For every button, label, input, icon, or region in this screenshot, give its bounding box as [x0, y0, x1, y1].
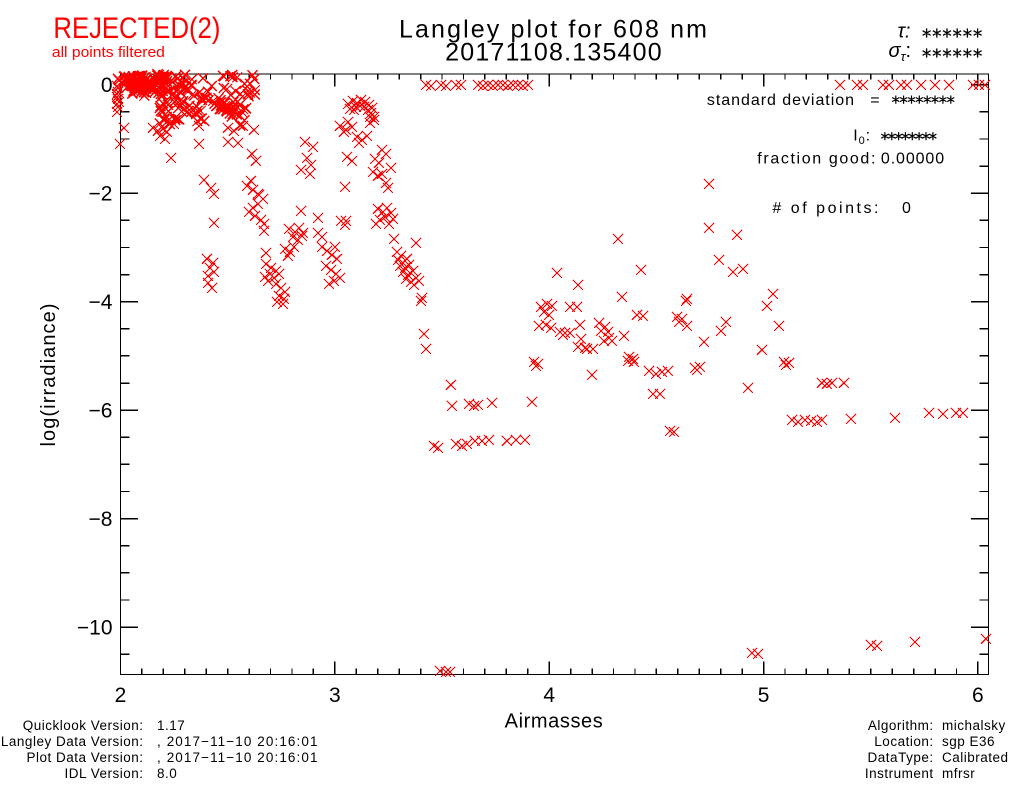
svg-text:Quicklook Version:: Quicklook Version: [23, 718, 144, 733]
svg-text:6: 6 [972, 684, 984, 707]
svg-text:4: 4 [543, 684, 555, 707]
svg-text:fraction good:: fraction good: [757, 151, 876, 168]
svg-text:20171108.135400: 20171108.135400 [445, 39, 663, 67]
svg-text:# of points:: # of points: [772, 200, 879, 217]
svg-text:Calibrated: Calibrated [942, 750, 1009, 765]
svg-text:Plot Data Version:: Plot Data Version: [26, 750, 143, 765]
svg-text:mfrsr: mfrsr [942, 766, 975, 781]
svg-text:0.00000: 0.00000 [881, 151, 945, 168]
svg-text:DataType:: DataType: [868, 750, 934, 765]
svg-text:1.17: 1.17 [157, 718, 185, 733]
svg-text:=: = [870, 92, 880, 109]
svg-text:0: 0 [101, 74, 113, 97]
svg-text:3: 3 [329, 684, 341, 707]
svg-text:−2: −2 [89, 183, 113, 206]
svg-text:log(irradiance): log(irradiance) [38, 304, 60, 447]
svg-text:τ:: τ: [897, 21, 910, 43]
svg-text:Instrument: Instrument [865, 766, 934, 781]
svg-text:−8: −8 [89, 508, 113, 531]
svg-text:Location:: Location: [874, 734, 933, 749]
svg-text:8.0: 8.0 [157, 766, 177, 781]
svg-text:5: 5 [758, 684, 770, 707]
svg-text:, 2017−11−10 20:16:01: , 2017−11−10 20:16:01 [157, 750, 318, 765]
svg-text:−10: −10 [77, 616, 113, 639]
svg-text:michalsky: michalsky [942, 718, 1006, 733]
svg-text:REJECTED(2): REJECTED(2) [53, 12, 220, 45]
svg-text:Airmasses: Airmasses [505, 711, 604, 733]
svg-text:standard deviation: standard deviation [707, 92, 855, 109]
svg-text:I0:: I0: [853, 128, 871, 148]
svg-text:sgp E36: sgp E36 [942, 734, 995, 749]
svg-text:Langley Data Version:: Langley Data Version: [1, 734, 144, 749]
svg-text:0: 0 [902, 200, 912, 217]
svg-text:Langley plot for 608 nm: Langley plot for 608 nm [399, 15, 707, 43]
svg-text:2: 2 [115, 684, 127, 707]
svg-text:IDL Version:: IDL Version: [64, 766, 143, 781]
svg-text:all points filtered: all points filtered [52, 44, 165, 61]
svg-text:, 2017−11−10 20:16:01: , 2017−11−10 20:16:01 [157, 734, 318, 749]
svg-text:στ:: στ: [889, 40, 912, 64]
svg-text:Algorithm:: Algorithm: [868, 718, 934, 733]
svg-text:−6: −6 [89, 399, 113, 422]
svg-text:−4: −4 [89, 291, 113, 314]
